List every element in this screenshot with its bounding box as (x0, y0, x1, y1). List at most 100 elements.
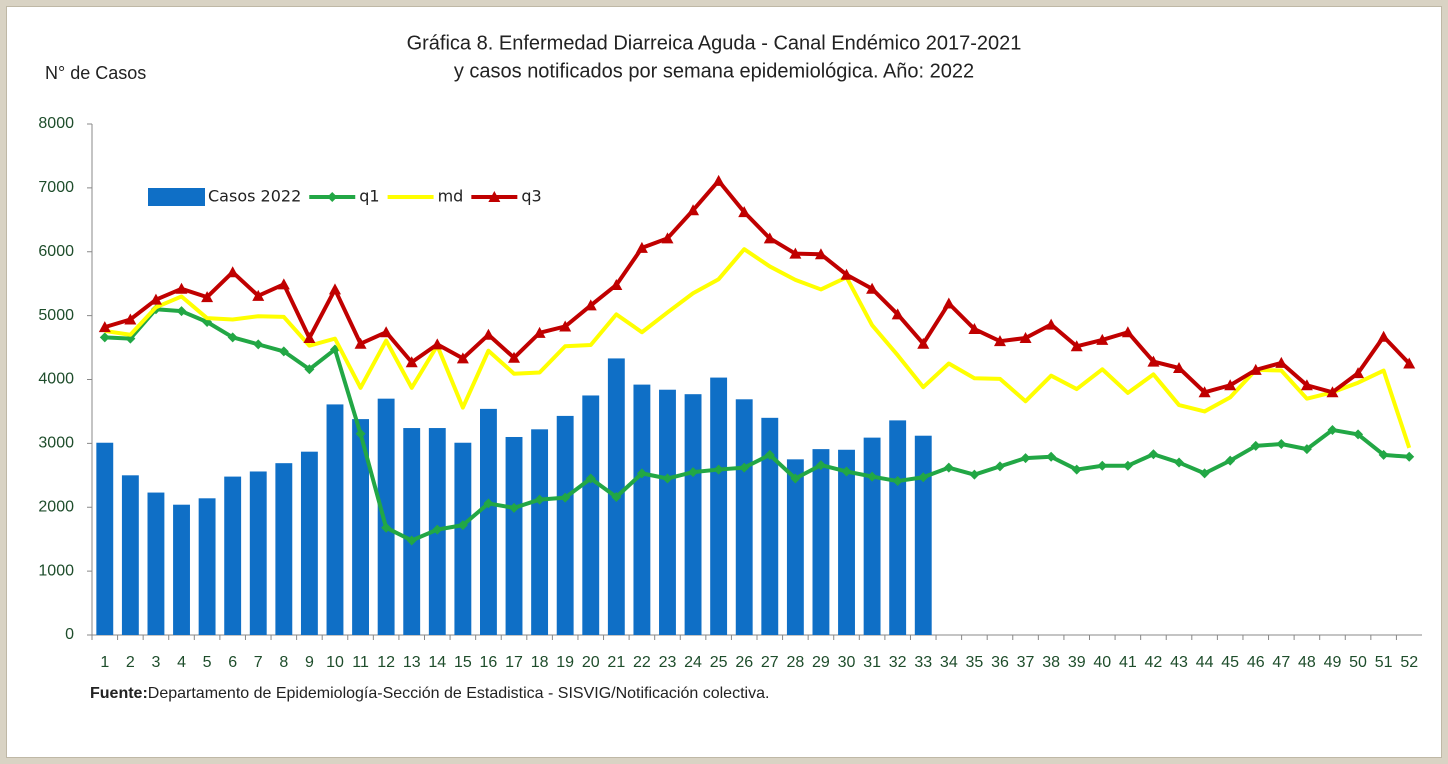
bar (761, 417, 779, 635)
x-tick-label: 28 (786, 654, 804, 671)
x-tick-label: 3 (151, 654, 160, 671)
x-tick-label: 8 (279, 654, 288, 671)
marker (252, 289, 265, 301)
marker (1250, 440, 1261, 451)
marker (815, 460, 826, 471)
marker (688, 467, 699, 478)
x-tick-label: 9 (305, 654, 314, 671)
marker (227, 332, 238, 343)
marker (99, 332, 110, 343)
marker (662, 473, 673, 484)
x-tick-label: 17 (505, 654, 523, 671)
marker (381, 522, 392, 533)
x-tick-label: 25 (710, 654, 728, 671)
marker (1198, 386, 1211, 398)
marker (764, 449, 775, 460)
marker (789, 247, 802, 259)
bar (326, 404, 344, 635)
x-tick-label: 24 (684, 654, 702, 671)
bar (710, 377, 728, 635)
marker (431, 338, 444, 350)
marker (610, 278, 623, 290)
marker (739, 462, 750, 473)
bar (275, 463, 293, 635)
marker (328, 283, 341, 295)
legend-label: md (438, 187, 464, 206)
marker (636, 468, 647, 479)
x-tick-label: 23 (659, 654, 677, 671)
bar (480, 408, 497, 635)
marker (611, 492, 622, 503)
bar (582, 395, 600, 635)
x-tick-label: 38 (1042, 654, 1060, 671)
x-tick-label: 43 (1170, 654, 1188, 671)
marker (840, 268, 853, 280)
bar (224, 476, 242, 635)
marker (713, 464, 724, 475)
x-tick-label: 21 (607, 654, 625, 671)
x-tick-label: 37 (1017, 654, 1035, 671)
marker (661, 232, 674, 244)
line (104, 247, 1412, 449)
marker (969, 469, 980, 480)
legend-label: Casos 2022 (208, 187, 301, 206)
marker (942, 297, 955, 309)
line (104, 178, 1411, 395)
marker (304, 364, 315, 375)
x-tick-label: 41 (1119, 654, 1137, 671)
bar (147, 492, 165, 635)
marker (175, 282, 188, 294)
x-tick-label: 22 (633, 654, 651, 671)
x-tick-label: 11 (352, 654, 369, 671)
marker (1377, 330, 1390, 342)
marker (1224, 379, 1237, 391)
x-tick-label: 7 (254, 654, 263, 671)
x-tick-label: 33 (914, 654, 932, 671)
marker (1148, 449, 1159, 460)
marker (226, 266, 239, 278)
marker (483, 498, 494, 509)
x-tick-label: 32 (889, 654, 907, 671)
x-tick-label: 52 (1400, 654, 1418, 671)
marker (1301, 444, 1312, 455)
marker (712, 174, 725, 186)
y-tick-label: 6000 (38, 243, 74, 260)
x-tick-label: 29 (812, 654, 830, 671)
bar (786, 459, 804, 635)
x-tick-label: 31 (863, 654, 881, 671)
x-tick-label: 20 (582, 654, 600, 671)
marker (1096, 333, 1109, 345)
y-tick-label: 7000 (38, 179, 74, 196)
x-tick-label: 42 (1145, 654, 1163, 671)
marker (635, 241, 648, 253)
bar (863, 437, 881, 635)
marker (866, 282, 879, 294)
bar (121, 475, 139, 635)
x-tick-label: 19 (556, 654, 574, 671)
x-tick-label: 26 (735, 654, 753, 671)
y-tick-label: 8000 (38, 115, 74, 132)
bar (377, 398, 395, 635)
marker (1225, 455, 1236, 466)
y-tick-label: 1000 (38, 562, 74, 579)
marker (1300, 379, 1313, 391)
marker (1020, 453, 1031, 464)
x-tick-label: 47 (1272, 654, 1290, 671)
x-tick-label: 46 (1247, 654, 1265, 671)
x-tick-label: 35 (966, 654, 984, 671)
marker (1275, 356, 1288, 368)
marker (278, 346, 289, 357)
marker (482, 328, 495, 340)
marker (508, 351, 521, 363)
marker (277, 278, 290, 290)
x-tick-label: 6 (228, 654, 237, 671)
marker (1249, 363, 1262, 375)
chart-subtitle: y casos notificados por semana epidemiol… (454, 60, 974, 82)
y-tick-label: 4000 (38, 371, 74, 388)
bar (633, 384, 651, 635)
bar (403, 428, 421, 635)
source-label: Fuente: (90, 685, 148, 702)
marker (559, 320, 572, 332)
x-tick-label: 49 (1324, 654, 1342, 671)
